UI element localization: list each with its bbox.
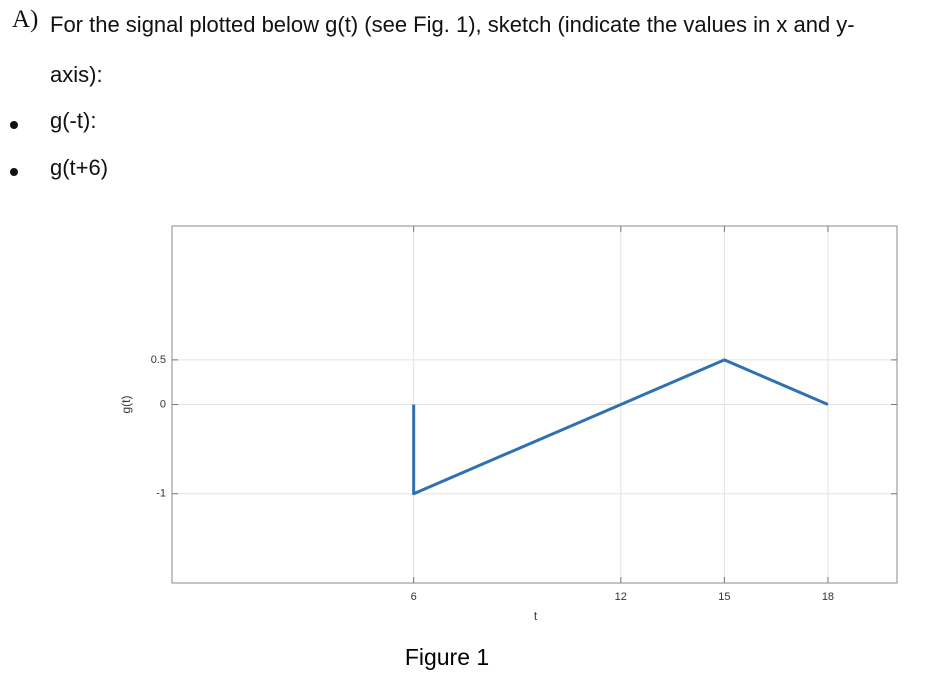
- line-series: [412, 358, 829, 496]
- x-axis-label: t: [534, 609, 538, 623]
- list-item: g(-t):: [50, 108, 97, 133]
- question-text: For the signal plotted below g(t) (see F…: [50, 12, 855, 87]
- x-tick-label: 12: [615, 591, 627, 603]
- axes-box: [171, 225, 898, 584]
- question-label: A): [12, 6, 39, 33]
- y-tick-label: 0.5: [151, 354, 166, 366]
- y-axis-label: g(t): [119, 395, 133, 413]
- bullet: [10, 168, 18, 176]
- bullet: [10, 121, 18, 129]
- list-item: g(t+6): [50, 155, 109, 180]
- x-tick-label: 15: [718, 591, 730, 603]
- question: A) For the signal plotted below g(t) (se…: [12, 6, 900, 100]
- x-tick-label: 6: [411, 591, 417, 603]
- x-tick-label: 18: [822, 591, 834, 603]
- y-tick-label: 0: [160, 398, 166, 410]
- y-tick-label: -1: [156, 488, 166, 500]
- figure-caption: Figure 1: [405, 644, 489, 670]
